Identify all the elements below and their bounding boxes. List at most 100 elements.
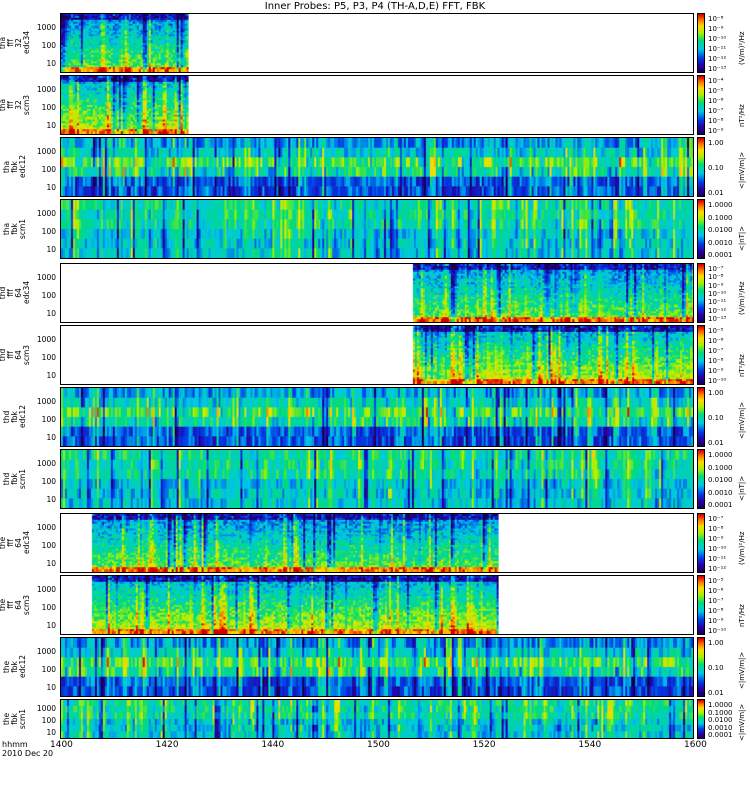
- panel-ylabel: thd fbk edc12: [2, 405, 27, 428]
- colorbar-tick-label: 1.0000: [708, 201, 733, 209]
- y-tick-label: 1000: [36, 209, 56, 218]
- colorbar-tick-label: 10⁻⁹: [708, 367, 724, 375]
- colorbar-unit: <|nT|>: [738, 225, 746, 251]
- colorbar-unit: (V/m)²/Hz: [738, 531, 746, 565]
- colorbar-tick-label: 0.01: [708, 439, 724, 447]
- spectrogram-plot: [60, 199, 694, 259]
- colorbar: [697, 325, 705, 385]
- colorbar-tick-label: 0.0010: [708, 488, 733, 497]
- colorbar-tick-label: 10⁻⁸: [708, 357, 724, 365]
- colorbar: [697, 449, 705, 509]
- colorbar-tick-label: 10⁻⁹: [708, 617, 724, 625]
- panel-ylabel-line: scm1: [18, 708, 27, 730]
- colorbar-tick-label: 0.0001: [708, 501, 733, 509]
- colorbar-tick-label: 0.1000: [708, 708, 733, 717]
- colorbar-unit: nT²/Hz: [738, 104, 746, 127]
- panel-the-fbk-scm1: the fbk scm1 1000 100 10 1.0000 0.1000 0.0100 0.0…: [0, 699, 750, 741]
- y-tick-label: 1000: [36, 704, 56, 713]
- colorbar: [697, 137, 705, 197]
- panel-tha-fbk-edc12: tha fbk edc12 1000 100 10 1.00 0.10 0.01 <|mV/m|>: [0, 137, 750, 197]
- x-tick-label: 1600: [684, 740, 707, 750]
- colorbar-tick-label: 10⁻⁷: [708, 597, 724, 605]
- colorbar-unit: nT²/Hz: [738, 354, 746, 377]
- y-tick-label: 10: [46, 683, 56, 692]
- colorbar-tick-label: 10⁻⁷: [708, 265, 724, 273]
- y-tick-label: 10: [46, 728, 56, 737]
- y-tick-label: 1000: [36, 147, 56, 156]
- colorbar: [697, 75, 705, 135]
- colorbar-tick-label: 10⁻⁹: [708, 25, 724, 33]
- colorbar-tick-label: 10⁻⁸: [708, 15, 724, 23]
- spectrogram-plot: [60, 387, 694, 447]
- panel-ylabel-line: edc12: [18, 654, 27, 678]
- spectrogram-image: [61, 200, 693, 258]
- spectrogram-image: [61, 388, 693, 446]
- colorbar-tick-label: 1.0000: [708, 451, 733, 459]
- colorbar-tick-label: 0.0100: [708, 226, 733, 234]
- x-tick-label: 1540: [578, 740, 602, 750]
- colorbar-tick-label: 10⁻¹¹: [708, 555, 727, 563]
- colorbar-tick-label: 10⁻⁹: [708, 281, 724, 290]
- y-tick-label: 100: [41, 477, 56, 486]
- x-tick-label: 1500: [367, 740, 390, 750]
- colorbar-tick-label: 10⁻¹⁰: [708, 545, 727, 553]
- colorbar-tick-label: 10⁻⁹: [708, 535, 724, 543]
- y-tick-label: 100: [41, 291, 56, 300]
- y-tick-label: 1000: [36, 273, 56, 282]
- colorbar-tick-label: 10⁻⁹: [708, 127, 724, 135]
- colorbar-tick-label: 10⁻⁴: [708, 77, 724, 85]
- colorbar-unit: (V/m)²/Hz: [738, 31, 746, 65]
- spectrogram-image: [61, 700, 693, 738]
- y-tick-label: 10: [46, 309, 56, 318]
- colorbar-unit: <|mV/m|>: [738, 401, 746, 439]
- panel-thd-fff-64-scm3: thd fff 64 scm3 1000 100 10 10⁻⁵ 10⁻⁶ 10⁻⁷ 10⁻⁸ 10⁻…: [0, 325, 750, 385]
- y-tick-label: 100: [41, 415, 56, 424]
- colorbar-tick-label: 10⁻⁷: [708, 107, 724, 115]
- colorbar-tick-label: 0.1000: [708, 213, 733, 222]
- colorbar-tick-label: 1.00: [708, 639, 724, 647]
- colorbar-tick-label: 1.0000: [708, 701, 733, 709]
- y-tick-label: 10: [46, 245, 56, 254]
- spectrogram-image: [61, 576, 693, 634]
- y-tick-label: 1000: [36, 459, 56, 468]
- panel-ylabel: tha fbk edc12: [2, 154, 27, 178]
- colorbar-gradient: [698, 638, 704, 696]
- colorbar-unit: <|mV/m|>: [738, 151, 746, 189]
- colorbar-tick-label: 10⁻⁵: [708, 87, 724, 95]
- colorbar-tick-label: 10⁻⁸: [708, 525, 724, 533]
- colorbar-tick-label: 10⁻⁵: [708, 327, 724, 335]
- panel-ylabel: the fff 64 edc34: [0, 531, 31, 554]
- colorbar-tick-label: 0.0100: [708, 476, 733, 484]
- panel-thd-fbk-scm1: thd fbk scm1 1000 100 10 1.0000 0.1000 0.0100 0.0…: [0, 449, 750, 509]
- colorbar-tick-label: 10⁻⁸: [708, 273, 724, 282]
- colorbar-tick-label: 0.10: [708, 164, 724, 172]
- spectrogram-plot: [60, 13, 694, 73]
- panel-ylabel: the fbk scm1: [2, 708, 27, 730]
- spectrogram-image: [61, 326, 693, 384]
- colorbar-unit: nT²/Hz: [738, 604, 746, 627]
- y-tick-label: 10: [46, 121, 56, 130]
- colorbar-tick-label: 10⁻⁶: [708, 587, 724, 595]
- y-tick-label: 1000: [36, 523, 56, 532]
- colorbar-gradient: [698, 138, 704, 196]
- colorbar-tick-label: 10⁻⁸: [708, 607, 724, 615]
- panel-ylabel-line: edc12: [18, 154, 27, 178]
- colorbar-unit: <|mV/m|>: [738, 651, 746, 689]
- panel-the-fff-64-scm3: the fff 64 scm3 1000 100 10 10⁻⁵ 10⁻⁶ 10⁻⁷ 10⁻⁸ 10⁻…: [0, 575, 750, 635]
- y-tick-label: 100: [41, 227, 56, 236]
- colorbar-tick-label: 1.00: [708, 139, 724, 147]
- spectrogram-image: [61, 76, 693, 134]
- panel-ylabel: tha fff 32 scm3: [0, 94, 31, 116]
- spectrogram-image: [61, 138, 693, 196]
- x-tick-label: 1440: [261, 740, 285, 750]
- colorbar-gradient: [698, 700, 704, 738]
- colorbar-tick-label: 0.0001: [708, 251, 733, 259]
- colorbar-gradient: [698, 514, 704, 572]
- x-tick-label: 1420: [155, 740, 179, 750]
- panel-ylabel: tha fbk scm1: [2, 218, 27, 240]
- spectrogram-image: [61, 638, 693, 696]
- panel-tha-fbk-scm1: tha fbk scm1 1000 100 10 1.0000 0.1000 0.0100 0.0…: [0, 199, 750, 259]
- panel-thd-fbk-edc12: thd fbk edc12 1000 100 10 1.00 0.10 0.01 <|mV/m|>: [0, 387, 750, 447]
- colorbar-tick-label: 10⁻⁸: [708, 117, 724, 125]
